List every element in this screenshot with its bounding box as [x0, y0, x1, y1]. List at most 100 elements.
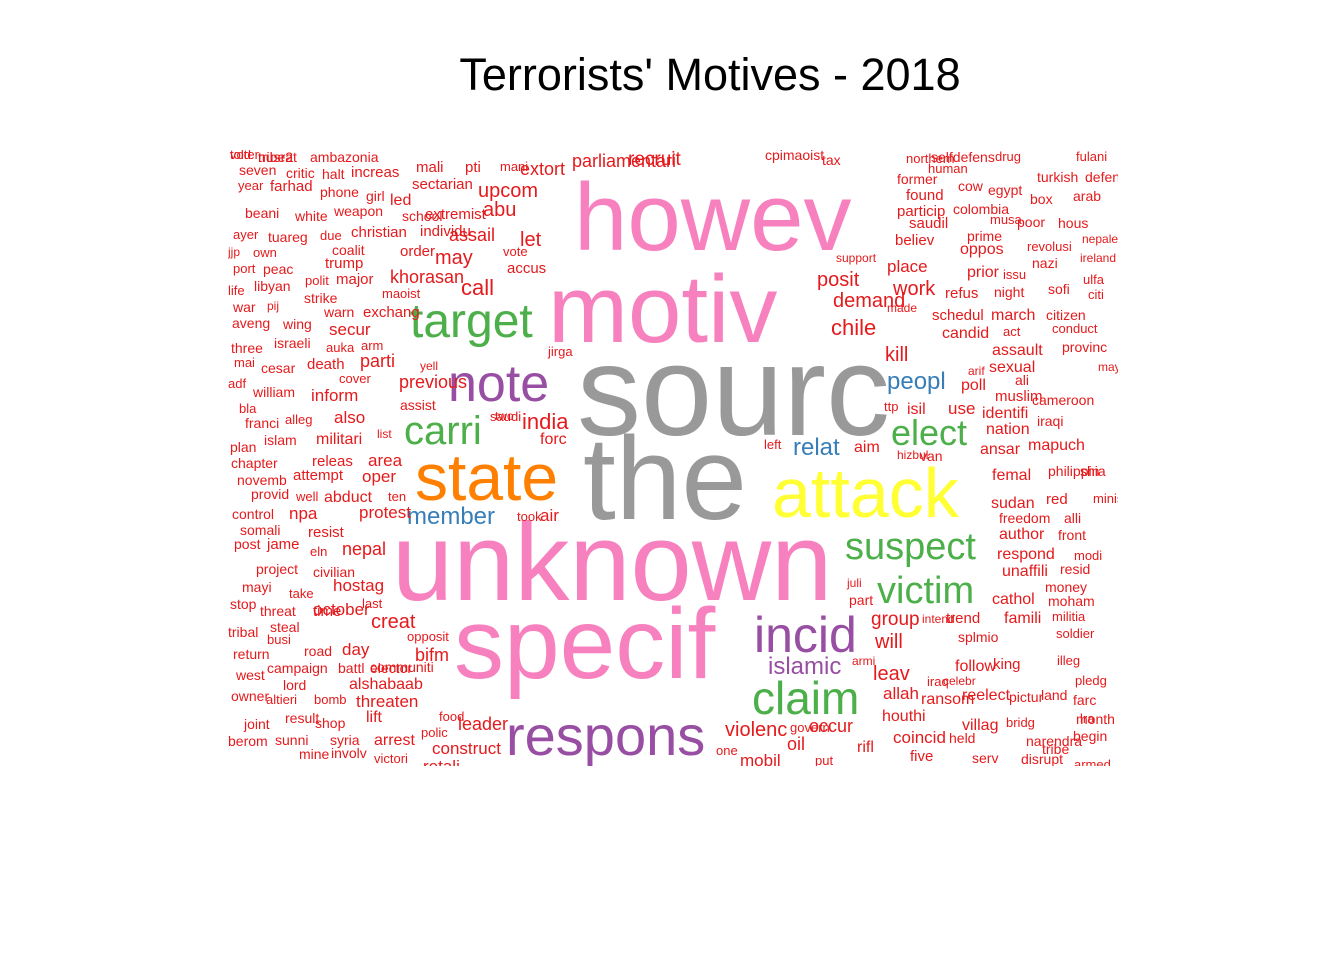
word-parliamentari: parliamentari — [572, 151, 677, 171]
word-the: the — [583, 413, 748, 545]
word-place: place — [887, 257, 928, 276]
word-land: land — [1041, 687, 1068, 703]
word-box: box — [1030, 191, 1053, 207]
word-houthi: houthi — [882, 708, 926, 725]
word-govern: govern — [790, 720, 830, 735]
word-former: former — [897, 171, 938, 187]
word-school: school — [402, 208, 443, 224]
word-made: made — [887, 301, 918, 315]
word-follow: follow — [955, 658, 996, 675]
word-plan: plan — [230, 439, 257, 455]
word-girl: girl — [366, 188, 385, 204]
word-led: led — [390, 192, 412, 209]
word-mapuch: mapuch — [1028, 437, 1085, 454]
word-violenc: violenc — [725, 719, 788, 741]
word-nepal: nepal — [342, 539, 387, 559]
word-eln: eln — [310, 544, 328, 559]
word-found: found — [906, 187, 944, 204]
word-put: put — [815, 753, 834, 766]
word-polit: polit — [305, 273, 329, 288]
word-hostag: hostag — [333, 576, 385, 595]
word-extremist: extremist — [425, 206, 486, 223]
word-novemb: novemb — [237, 472, 287, 488]
word-nusrat: nusrat — [258, 150, 297, 165]
word-call: call — [461, 275, 495, 300]
word-will: will — [875, 631, 903, 653]
word-ambazonia: ambazonia — [310, 150, 379, 165]
word-revolusi: revolusi — [1027, 239, 1072, 254]
word-ulfa: ulfa — [1083, 272, 1104, 287]
word-philippin: philippin — [1048, 463, 1100, 479]
word-cover: cover — [339, 371, 371, 386]
word-elect: elect — [891, 412, 968, 453]
word-allah: allah — [883, 684, 919, 703]
word-cathol: cathol — [992, 591, 1035, 608]
word-previous: previous — [399, 372, 468, 392]
word-vote: vote — [503, 244, 528, 259]
word-voter: voter — [230, 150, 259, 162]
word-march: march — [991, 307, 1036, 324]
word-villag: villag — [962, 717, 999, 734]
word-left: left — [764, 437, 782, 452]
word-suspect: suspect — [845, 526, 976, 568]
word-project: project — [256, 561, 299, 577]
word-opposit: opposit — [407, 629, 449, 644]
word-told: told — [230, 150, 251, 162]
word-armed: armed — [1074, 757, 1111, 766]
word-red: red — [1046, 491, 1068, 508]
word-abduct: abduct — [324, 489, 373, 506]
word-trump: trump — [325, 255, 364, 272]
word-involv: involv — [331, 745, 367, 761]
word-van: van — [920, 448, 943, 464]
word-bomb: bomb — [314, 692, 347, 707]
word-releas: releas — [312, 453, 353, 470]
word-kill: kill — [885, 344, 909, 366]
word-disrupt: disrupt — [1021, 751, 1064, 766]
word-front: front — [1058, 527, 1087, 543]
word-white: white — [295, 208, 328, 224]
word-sectarian: sectarian — [412, 176, 473, 193]
word-recruit: recruit — [628, 150, 681, 170]
word-moham: moham — [1048, 593, 1095, 609]
chart-title: Terrorists' Motives - 2018 — [459, 49, 961, 100]
word-list: list — [377, 427, 392, 441]
word-weapon: weapon — [334, 203, 384, 219]
word-saudi: saudi — [490, 409, 522, 424]
word-accus: accus — [507, 260, 547, 277]
word-peac: peac — [263, 261, 294, 277]
word-fulani: fulani — [1076, 150, 1108, 164]
word-candid: candid — [942, 325, 990, 342]
word-occur: occur — [809, 716, 854, 736]
word-oper: oper — [362, 467, 397, 486]
word-incid: incid — [754, 607, 857, 663]
word-wing: wing — [283, 316, 312, 332]
word-two: two — [495, 409, 514, 423]
word-tribal: tribal — [228, 624, 259, 640]
word-colombia: colombia — [953, 201, 1010, 217]
word-pij: pij — [267, 299, 280, 313]
word-war: war — [233, 299, 256, 315]
word-pti: pti — [465, 159, 481, 176]
word-communiti: communiti — [370, 659, 434, 675]
word-jirga: jirga — [548, 344, 573, 359]
word-sudan: sudan — [991, 495, 1035, 512]
word-arif: arif — [968, 364, 985, 378]
word-road: road — [304, 643, 333, 659]
word-carri: carri — [404, 409, 482, 453]
word-cloud: sourc the unknown howev motiv specif attack sta… — [228, 150, 1118, 766]
word-trend: trend — [946, 610, 981, 627]
word-chapter: chapter — [231, 455, 278, 471]
word-return: return — [233, 646, 270, 662]
word-chile: chile — [831, 315, 877, 340]
word-state: state — [415, 440, 559, 514]
word-cpimaoist: cpimaoist — [765, 150, 825, 163]
word-howev: howev — [574, 164, 852, 271]
word-attack: attack — [772, 454, 959, 532]
word-part: part — [849, 592, 874, 608]
word-group: group — [871, 609, 920, 630]
word-attempt: attempt — [293, 467, 344, 484]
word-sofi: sofi — [1048, 281, 1070, 297]
word-sourc: sourc — [577, 320, 890, 463]
word-hizbul: hizbul — [897, 448, 929, 462]
word-unknown: unknown — [392, 501, 833, 624]
